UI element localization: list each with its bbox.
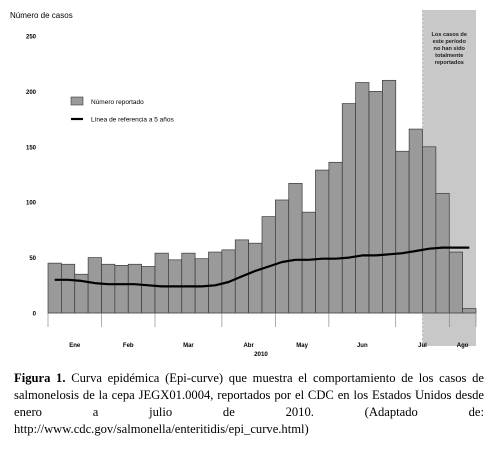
bar-week-5 — [101, 263, 116, 314]
bar-week-30 — [435, 192, 450, 314]
bar-week-19 — [288, 183, 303, 314]
caption-label: Figura 1. — [14, 371, 66, 385]
y-tick-label: 100 — [26, 201, 37, 207]
bar-week-7 — [127, 263, 142, 314]
x-month-label: Feb — [123, 343, 134, 349]
bar-week-11 — [181, 252, 196, 314]
x-month-label: Ene — [69, 343, 81, 349]
caption-text: Curva epidémica (Epi-curve) que muestra … — [14, 371, 484, 436]
chart-title: Número de casos — [10, 11, 73, 20]
legend-bar-label: Número reportado — [91, 99, 144, 106]
x-month-label: Ago — [457, 343, 469, 349]
legend-line-label: Línea de referencia a 5 años — [91, 117, 175, 124]
bar-week-9 — [154, 252, 169, 314]
bar-week-25 — [368, 91, 383, 314]
bar-week-8 — [141, 266, 156, 314]
bar-week-32 — [462, 308, 477, 314]
bar-week-6 — [114, 265, 129, 314]
x-year-label: 2010 — [254, 351, 268, 356]
bar-week-18 — [275, 199, 290, 314]
bar-week-31 — [448, 251, 463, 314]
x-month-label: Abr — [243, 343, 254, 349]
y-tick-label: 150 — [26, 145, 37, 151]
bar-week-2 — [61, 263, 76, 314]
figure-caption: Figura 1. Curva epidémica (Epi-curve) qu… — [14, 370, 484, 438]
reference-line — [54, 246, 470, 288]
bar-week-21 — [315, 169, 330, 314]
x-month-label: Mar — [183, 343, 194, 349]
y-tick-label: 250 — [26, 35, 37, 41]
bar-week-16 — [248, 242, 263, 314]
bar-week-23 — [341, 103, 356, 314]
bar-week-24 — [355, 82, 370, 314]
x-month-label: Jul — [418, 343, 427, 349]
epi-curve-chart: Los casos de este período no han sido total… — [10, 10, 477, 356]
x-month-label: Jun — [357, 343, 368, 349]
x-month-label: May — [296, 343, 308, 349]
legend-bar-swatch — [70, 96, 84, 106]
y-tick-label: 200 — [26, 90, 37, 96]
bar-week-4 — [87, 257, 102, 314]
bar-week-26 — [382, 79, 397, 314]
bar-week-1 — [47, 262, 62, 314]
shaded-region-note: Los casos de este período no han sido total… — [432, 32, 467, 66]
bar-week-29 — [422, 146, 437, 314]
bar-week-28 — [408, 128, 423, 314]
bar-week-27 — [395, 150, 410, 314]
y-tick-label: 50 — [29, 256, 36, 262]
bar-week-22 — [328, 161, 343, 314]
y-tick-label: 0 — [33, 312, 37, 318]
bar-week-20 — [301, 211, 316, 314]
chart-panel: Los casos de este período no han sido total… — [8, 6, 489, 356]
bar-week-13 — [208, 251, 223, 314]
